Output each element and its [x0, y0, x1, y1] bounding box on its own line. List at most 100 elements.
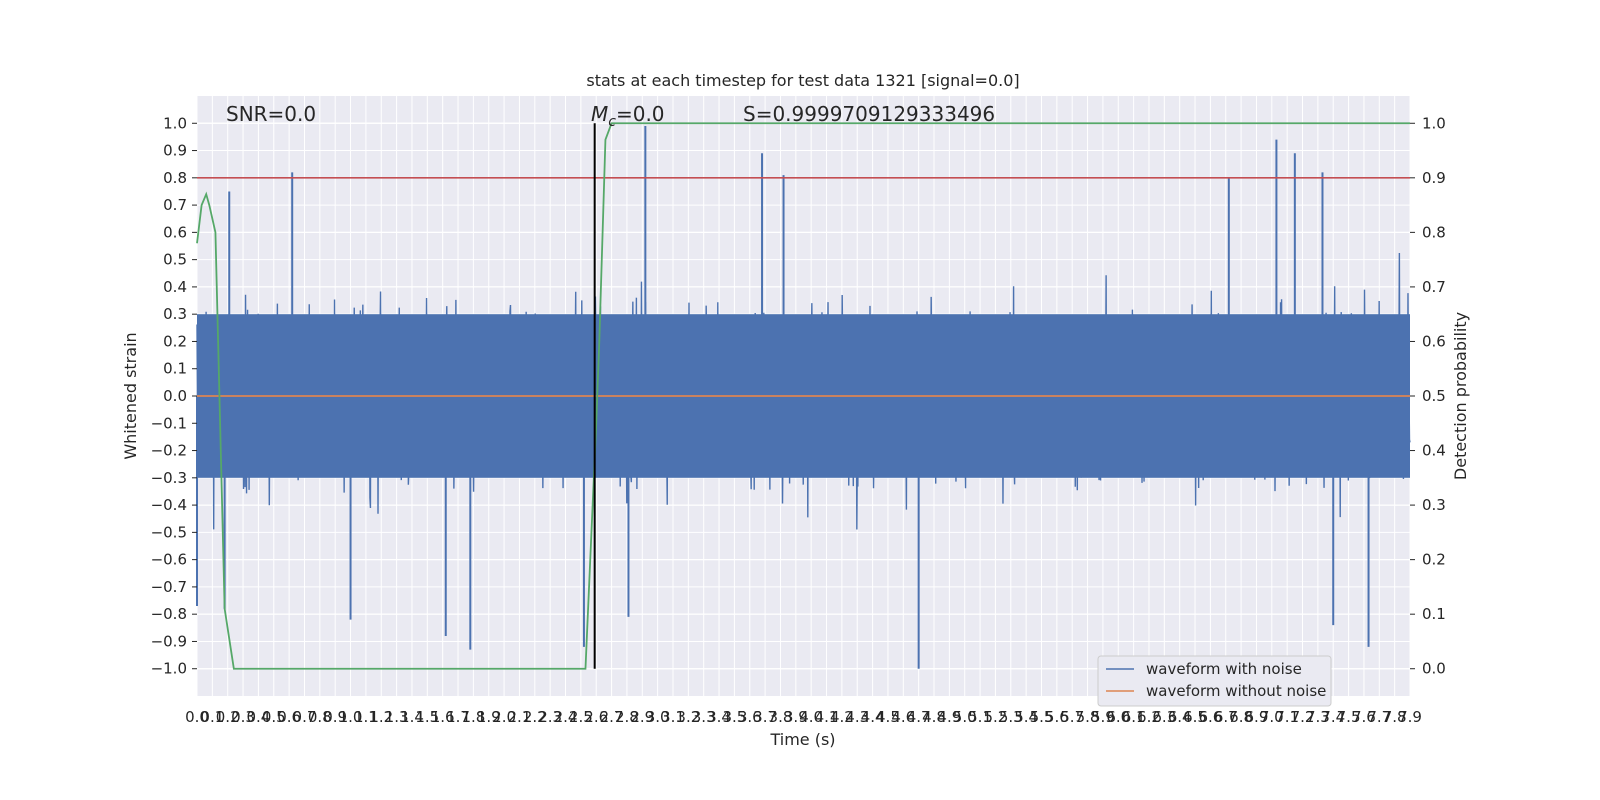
- x-tick-label: 5.8: [1076, 708, 1100, 726]
- y2-tick-label: 0.5: [1422, 387, 1446, 405]
- line-series: [196, 122, 1410, 670]
- x-tick-label: 2.7: [600, 708, 624, 726]
- x-tick-label: 5.5: [1030, 708, 1054, 726]
- x-tick-label: 5.2: [984, 708, 1008, 726]
- x-tick-label: 5.6: [1045, 708, 1069, 726]
- chart-title: stats at each timestep for test data 132…: [586, 71, 1019, 90]
- x-ticks: 0.00.10.20.30.40.50.60.70.80.91.01.11.21…: [185, 708, 1422, 726]
- x-tick-label: 4.7: [907, 708, 931, 726]
- y-tick-label: 0.5: [163, 251, 187, 269]
- x-tick-label: 2.2: [523, 708, 547, 726]
- y2-ticks: 0.0 0.1 0.2 0.3 0.4 0.5 0.6 0.7 0.8 0.9 1.0: [1410, 114, 1446, 678]
- x-tick-label: 0.0: [185, 708, 209, 726]
- probability-line: [196, 122, 1410, 670]
- y-tick-label: −0.2: [151, 442, 187, 460]
- x-tick-label: 6.1: [1122, 708, 1146, 726]
- y2-tick-label: 0.0: [1422, 660, 1446, 678]
- y-tick-label: 0.3: [163, 305, 187, 323]
- x-tick-label: 2.8: [615, 708, 639, 726]
- x-tick-label: 4.1: [815, 708, 839, 726]
- mc-subscript: c: [608, 114, 616, 130]
- x-tick-label: 1.4: [400, 708, 424, 726]
- y2-tick-label: 0.2: [1422, 551, 1446, 569]
- x-tick-label: 0.6: [277, 708, 301, 726]
- x-tick-label: 6.4: [1168, 708, 1192, 726]
- x-tick-label: 6.8: [1229, 708, 1253, 726]
- x-tick-label: 5.0: [953, 708, 977, 726]
- mc-value: =0.0: [616, 102, 665, 126]
- x-tick-label: 7.9: [1398, 708, 1422, 726]
- y-tick-label: 1.0: [163, 114, 187, 132]
- x-tick-label: 4.2: [830, 708, 854, 726]
- x-tick-label: 7.6: [1352, 708, 1376, 726]
- x-tick-label: 0.7: [293, 708, 317, 726]
- x-tick-label: 0.4: [246, 708, 270, 726]
- legend: waveform with noise waveform without noi…: [1097, 655, 1332, 707]
- x-tick-label: 7.7: [1367, 708, 1391, 726]
- y-tick-label: −0.6: [151, 551, 187, 569]
- x-tick-label: 7.1: [1275, 708, 1299, 726]
- x-tick-label: 3.9: [784, 708, 808, 726]
- x-tick-label: 3.7: [753, 708, 777, 726]
- x-tick-label: 6.3: [1152, 708, 1176, 726]
- x-tick-label: 7.2: [1291, 708, 1315, 726]
- x-tick-label: 3.6: [738, 708, 762, 726]
- x-tick-label: 7.8: [1383, 708, 1407, 726]
- x-tick-label: 3.1: [661, 708, 685, 726]
- mc-annotation: Mc=0.0: [591, 102, 665, 130]
- y-tick-label: 0.6: [163, 223, 187, 241]
- x-tick-label: 3.2: [676, 708, 700, 726]
- x-tick-label: 0.2: [216, 708, 240, 726]
- x-tick-label: 1.3: [385, 708, 409, 726]
- legend-label-noise: waveform with noise: [1146, 660, 1302, 678]
- y-axis-label: Whitened strain: [121, 332, 140, 459]
- x-tick-label: 5.4: [1014, 708, 1038, 726]
- x-tick-label: 5.1: [968, 708, 992, 726]
- y-tick-label: −0.5: [151, 523, 187, 541]
- x-tick-label: 6.0: [1106, 708, 1130, 726]
- x-tick-label: 6.9: [1245, 708, 1269, 726]
- y-tick-label: −0.3: [151, 469, 187, 487]
- x-tick-label: 4.4: [861, 708, 885, 726]
- x-tick-label: 4.6: [891, 708, 915, 726]
- y2-tick-label: 0.3: [1422, 496, 1446, 514]
- x-tick-label: 7.3: [1306, 708, 1330, 726]
- y-ticks: −1.0 −0.9 −0.8 −0.7 −0.6 −0.5 −0.4 −0.3 −0.2 −0.1…: [151, 114, 197, 678]
- x-tick-label: 3.8: [769, 708, 793, 726]
- legend-box: [1097, 655, 1332, 707]
- y-tick-label: −0.1: [151, 414, 187, 432]
- x-tick-label: 0.9: [323, 708, 347, 726]
- x-tick-label: 5.3: [999, 708, 1023, 726]
- x-tick-label: 7.4: [1321, 708, 1345, 726]
- x-tick-label: 1.0: [339, 708, 363, 726]
- y-tick-label: 0.4: [163, 278, 187, 296]
- y2-tick-label: 0.8: [1422, 223, 1446, 241]
- y-tick-label: −0.8: [151, 605, 187, 623]
- y2-tick-label: 0.9: [1422, 169, 1446, 187]
- x-tick-label: 4.9: [937, 708, 961, 726]
- y2-tick-label: 0.6: [1422, 332, 1446, 350]
- x-tick-label: 7.0: [1260, 708, 1284, 726]
- x-tick-label: 6.5: [1183, 708, 1207, 726]
- x-tick-label: 4.8: [922, 708, 946, 726]
- x-tick-label: 2.3: [538, 708, 562, 726]
- y-tick-label: 0.2: [163, 332, 187, 350]
- x-tick-label: 1.5: [415, 708, 439, 726]
- x-tick-label: 1.6: [431, 708, 455, 726]
- snr-annotation: SNR=0.0: [226, 102, 316, 126]
- x-tick-label: 5.9: [1091, 708, 1115, 726]
- x-tick-label: 3.0: [646, 708, 670, 726]
- x-tick-label: 0.5: [262, 708, 286, 726]
- y2-tick-label: 0.4: [1422, 442, 1446, 460]
- x-tick-label: 3.3: [692, 708, 716, 726]
- x-tick-label: 6.2: [1137, 708, 1161, 726]
- x-tick-label: 2.6: [584, 708, 608, 726]
- x-tick-label: 5.7: [1060, 708, 1084, 726]
- x-tick-label: 4.0: [799, 708, 823, 726]
- x-tick-label: 7.5: [1337, 708, 1361, 726]
- y-tick-label: 0.0: [163, 387, 187, 405]
- y2-tick-label: 1.0: [1422, 114, 1446, 132]
- x-tick-label: 0.8: [308, 708, 332, 726]
- x-tick-label: 3.5: [722, 708, 746, 726]
